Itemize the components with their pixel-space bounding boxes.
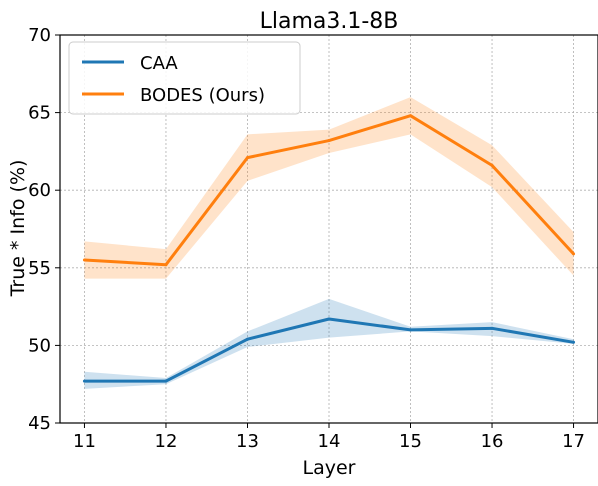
point-caa <box>82 379 86 383</box>
point-bodes-ours <box>572 252 576 256</box>
point-bodes-ours <box>409 114 413 118</box>
x-axis-label: Layer <box>303 457 356 479</box>
x-tick-label: 15 <box>399 431 422 452</box>
chart-title: Llama3.1-8B <box>260 9 399 34</box>
x-tick-label: 17 <box>562 431 585 452</box>
y-axis-label: True * Info (%) <box>7 160 29 298</box>
x-tick-label: 14 <box>318 431 341 452</box>
point-caa <box>164 379 168 383</box>
point-bodes-ours <box>245 156 249 160</box>
y-axis-ticks: 45 50 55 60 65 70 <box>28 25 60 434</box>
point-bodes-ours <box>164 263 168 267</box>
x-tick-label: 13 <box>236 431 259 452</box>
point-caa <box>327 317 331 321</box>
point-bodes-ours <box>327 139 331 143</box>
legend-box <box>68 41 301 115</box>
x-tick-label: 12 <box>155 431 178 452</box>
legend-label-caa: CAA <box>140 53 178 74</box>
point-bodes-ours <box>490 163 494 167</box>
y-tick-label: 45 <box>28 413 51 434</box>
y-tick-label: 50 <box>28 335 51 356</box>
band-bodes-ours <box>84 97 574 279</box>
point-caa <box>409 328 413 332</box>
x-tick-label: 16 <box>481 431 504 452</box>
point-caa <box>490 326 494 330</box>
y-tick-label: 65 <box>28 103 51 124</box>
legend: CAA BODES (Ours) <box>68 41 301 115</box>
series-lines <box>82 114 576 383</box>
y-tick-label: 55 <box>28 258 51 279</box>
point-caa <box>572 340 576 344</box>
y-tick-label: 60 <box>28 180 51 201</box>
x-tick-label: 11 <box>73 431 96 452</box>
x-axis-ticks: 11 12 13 14 15 16 17 <box>73 423 585 452</box>
point-caa <box>245 337 249 341</box>
point-bodes-ours <box>82 258 86 262</box>
legend-label-bodes: BODES (Ours) <box>140 85 265 106</box>
y-tick-label: 70 <box>28 25 51 46</box>
